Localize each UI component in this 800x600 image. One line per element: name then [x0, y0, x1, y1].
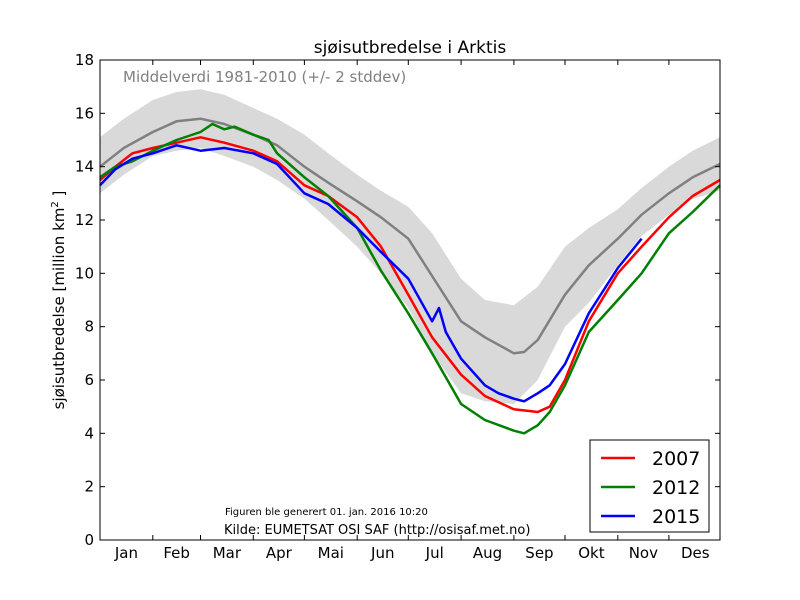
legend: 2007 2012 2015	[589, 439, 710, 533]
y-axis-label-close: ]	[50, 191, 68, 202]
y-axis-ticks: 0 2 4 6 8 10 12 14 16 18	[75, 51, 720, 549]
x-tick-label: Jan	[114, 544, 138, 562]
x-tick-label: Jun	[370, 544, 394, 562]
generated-note: Figuren ble generert 01. jan. 2016 10:20	[225, 507, 428, 518]
stddev-band	[100, 89, 720, 405]
x-tick-label: Jul	[425, 544, 444, 562]
series-line-2015	[99, 144, 643, 403]
legend-label-2007: 2007	[652, 448, 700, 470]
y-axis-label-main: sjøisutbredelse [million km	[50, 208, 68, 410]
x-tick-label: Feb	[163, 544, 190, 562]
chart-title: sjøisutbredelse i Arktis	[314, 38, 507, 58]
legend-label-2015: 2015	[652, 506, 700, 528]
y-tick-label: 14	[75, 158, 94, 176]
legend-items: 2007 2012 2015	[601, 448, 700, 528]
band-label: Middelverdi 1981-2010 (+/- 2 stddev)	[123, 68, 406, 86]
x-axis-ticks: Jan Feb Mar Apr Mai Jun Jul Aug Sep Okt Nov Des	[114, 60, 710, 562]
y-tick-label: 8	[84, 318, 94, 336]
series-line-2007	[99, 136, 721, 414]
y-tick-label: 18	[75, 51, 94, 69]
y-tick-label: 10	[75, 264, 94, 282]
y-tick-label: 4	[84, 424, 94, 442]
y-tick-label: 12	[75, 211, 94, 229]
y-tick-label: 16	[75, 104, 94, 122]
x-tick-label: Apr	[266, 544, 293, 562]
y-tick-label: 6	[84, 371, 94, 389]
y-axis-label-superscript: 2	[50, 201, 61, 207]
x-tick-label: Okt	[578, 544, 604, 562]
series-line-2012	[99, 122, 721, 435]
x-tick-label: Nov	[629, 544, 658, 562]
series-lines-layer	[99, 117, 721, 435]
x-tick-label: Des	[681, 544, 710, 562]
x-tick-label: Mai	[318, 544, 344, 562]
x-tick-label: Mar	[213, 544, 242, 562]
y-tick-label: 0	[84, 531, 94, 549]
x-tick-label: Sep	[525, 544, 553, 562]
legend-label-2012: 2012	[652, 477, 700, 499]
source-note: Kilde: EUMETSAT OSI SAF (http://osisaf.m…	[224, 523, 530, 538]
y-axis-label: sjøisutbredelse [million km2 ]	[50, 191, 68, 410]
plot-area	[99, 89, 721, 435]
stddev-band-layer	[100, 89, 720, 405]
x-tick-label: Aug	[473, 544, 502, 562]
y-tick-label: 2	[84, 478, 94, 496]
plot-frame	[99, 59, 721, 541]
mean-line	[99, 117, 721, 355]
